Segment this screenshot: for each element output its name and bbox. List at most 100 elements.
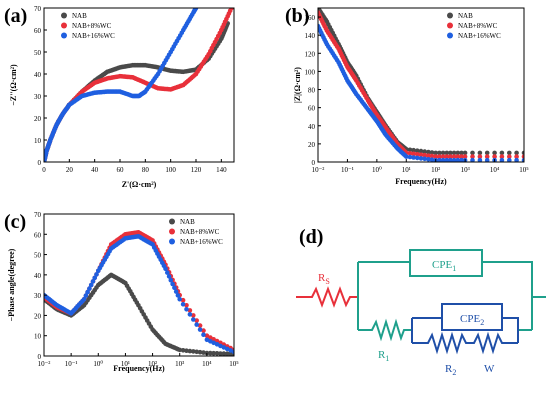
data-point — [418, 148, 424, 154]
data-point — [191, 349, 196, 354]
data-point — [448, 154, 453, 159]
y-tick-label: 60 — [308, 105, 316, 113]
cpe1-label: CPE1 — [432, 259, 456, 273]
data-point — [166, 274, 172, 279]
legend-entry: NAB+8%WC — [180, 228, 220, 236]
data-point — [429, 157, 435, 162]
data-point — [197, 349, 203, 355]
data-point — [187, 348, 193, 354]
y-tick-label: 30 — [34, 93, 42, 101]
data-point — [422, 152, 428, 158]
r2-label: R2 — [445, 363, 456, 377]
data-point — [180, 302, 186, 307]
data-point — [484, 150, 490, 156]
legend-marker — [447, 32, 453, 39]
series-1 — [44, 230, 234, 353]
legend: NAB NAB+8%WC NAB+16%WC — [169, 218, 223, 246]
data-point — [521, 154, 524, 159]
data-point — [214, 351, 220, 356]
y-tick-label: 20 — [308, 141, 316, 149]
data-point — [177, 347, 182, 353]
x-tick-label: 40 — [91, 166, 99, 174]
data-point — [455, 150, 461, 156]
data-point — [426, 149, 431, 155]
legend-marker — [61, 32, 67, 39]
x-tick-label: 10⁵ — [519, 166, 529, 174]
data-point — [470, 157, 475, 162]
data-point — [499, 157, 505, 162]
data-point — [170, 281, 175, 287]
y-tick-label: 60 — [34, 231, 42, 239]
data-point — [229, 8, 234, 11]
y-tick-label: 20 — [34, 115, 42, 123]
data-point — [451, 150, 457, 156]
data-point — [87, 286, 92, 291]
data-point — [411, 151, 416, 157]
data-point — [492, 150, 497, 156]
x-tick-label: 10⁵ — [229, 360, 239, 368]
series-2 — [318, 23, 524, 162]
plot-frame — [43, 7, 235, 163]
legend-marker — [169, 238, 175, 245]
data-point — [492, 154, 497, 159]
r2-w-chain — [412, 331, 518, 355]
data-point — [426, 153, 431, 158]
data-point — [194, 322, 199, 327]
data-point — [448, 157, 453, 162]
data-point — [514, 154, 519, 159]
data-point — [484, 154, 490, 159]
series-2 — [44, 234, 234, 355]
data-point — [429, 150, 435, 155]
data-point — [196, 1, 201, 6]
legend-entry: NAB — [72, 12, 87, 20]
data-point — [85, 289, 90, 295]
inner-network — [411, 303, 519, 355]
data-point — [499, 150, 505, 156]
plot-frame — [317, 7, 525, 163]
data-point — [194, 349, 199, 355]
data-point — [173, 289, 179, 294]
data-point — [433, 154, 439, 159]
legend-marker — [61, 22, 67, 29]
data-point — [455, 154, 461, 159]
x-tick-label: 20 — [66, 166, 74, 174]
legend-marker — [447, 12, 453, 19]
x-tick-label: 10² — [148, 360, 157, 368]
data-point — [477, 157, 483, 162]
series-1 — [44, 8, 234, 162]
x-tick-label: 10⁻¹ — [65, 360, 78, 368]
data-point — [448, 150, 453, 156]
data-point — [418, 156, 424, 161]
data-point — [437, 157, 442, 162]
data-point — [440, 154, 446, 159]
panel-b-bode-modulus: 0 20 40 60 80 100 120 140 160 10⁻² 10⁻¹ 10⁰ 10¹ 10² 10… — [285, 5, 529, 186]
data-point — [451, 157, 457, 162]
data-point — [184, 348, 189, 354]
data-point — [184, 307, 189, 312]
x-tick-label: 80 — [142, 166, 150, 174]
x-tick-label: 10⁰ — [93, 360, 103, 368]
data-point — [433, 150, 439, 156]
r1-label: R1 — [378, 349, 389, 363]
y-tick-label: 50 — [34, 252, 42, 260]
data-point — [231, 349, 234, 355]
y-tick-label: 70 — [34, 211, 42, 219]
panel-label: (a) — [4, 5, 27, 27]
y-tick-label: 40 — [34, 272, 42, 280]
y-axis-label: −Z''(Ω·cm²) — [9, 64, 18, 106]
x-tick-label: 120 — [191, 166, 202, 174]
panel-label: (c) — [4, 211, 26, 233]
y-tick-label: 30 — [34, 292, 42, 300]
data-point — [455, 157, 461, 162]
data-point — [81, 296, 87, 302]
y-tick-label: 160 — [305, 14, 316, 22]
data-point — [194, 8, 199, 10]
x-tick-label: 10⁰ — [372, 166, 382, 174]
data-point — [177, 296, 182, 302]
data-point — [459, 154, 464, 159]
data-point — [83, 293, 89, 298]
x-axis-label: Z'(Ω·cm²) — [122, 180, 157, 189]
data-point — [422, 149, 428, 154]
series-0 — [44, 21, 230, 162]
legend-entry: NAB+8%WC — [458, 22, 498, 30]
